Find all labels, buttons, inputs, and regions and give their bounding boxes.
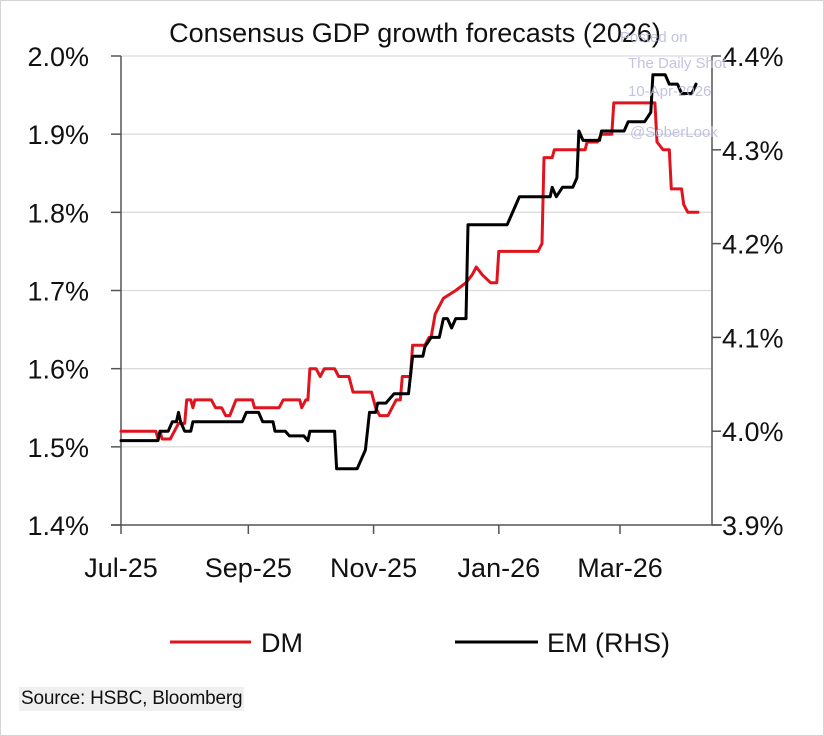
y-right-tick-label: 3.9% [722, 511, 784, 541]
y-left-tick-label: 1.5% [27, 433, 89, 463]
legend-label-em: EM (RHS) [547, 628, 670, 658]
watermark-line-handle: @SoberLook [630, 124, 718, 141]
legend-label-dm: DM [261, 628, 303, 658]
y-right-tick-label: 4.3% [722, 136, 784, 166]
y-right-tick-label: 4.1% [722, 323, 784, 353]
watermark-line-posted: Posted on [620, 29, 688, 46]
chart-title: Consensus GDP growth forecasts (2026) [169, 18, 661, 48]
y-left-tick-label: 1.6% [27, 355, 89, 385]
x-tick-label: Jan-26 [458, 553, 541, 583]
series-line-em [119, 73, 698, 471]
y-right-tick-label: 4.0% [722, 417, 784, 447]
y-left-tick-label: 1.7% [27, 277, 89, 307]
y-left-tick-label: 2.0% [27, 42, 89, 72]
series-line-dm [119, 101, 700, 441]
watermark-line-site: The Daily Shot [628, 55, 727, 72]
x-tick-label: Jul-25 [84, 553, 158, 583]
series-layer [119, 73, 700, 471]
watermark: Posted on The Daily Shot 10-Apr-2026 @So… [620, 29, 727, 141]
y-right-tick-label: 4.2% [722, 230, 784, 260]
x-tick-label: Sep-25 [205, 553, 292, 583]
x-tick-label: Nov-25 [330, 553, 417, 583]
y-left-tick-label: 1.9% [27, 120, 89, 150]
watermark-line-date: 10-Apr-2026 [628, 83, 711, 100]
y-left-tick-label: 1.4% [27, 511, 89, 541]
axes: 1.4% 1.5% 1.6% 1.7% 1.8% 1.9% 2.0% 3.9% 4.0% 4.1%… [27, 42, 783, 583]
source-note: Source: HSBC, Bloomberg [19, 687, 245, 711]
x-tick-label: Mar-26 [577, 553, 663, 583]
y-left-tick-label: 1.8% [27, 198, 89, 228]
y-right-tick-label: 4.4% [722, 42, 784, 72]
legend: DM EM (RHS) [170, 628, 670, 658]
gridlines [121, 55, 712, 448]
